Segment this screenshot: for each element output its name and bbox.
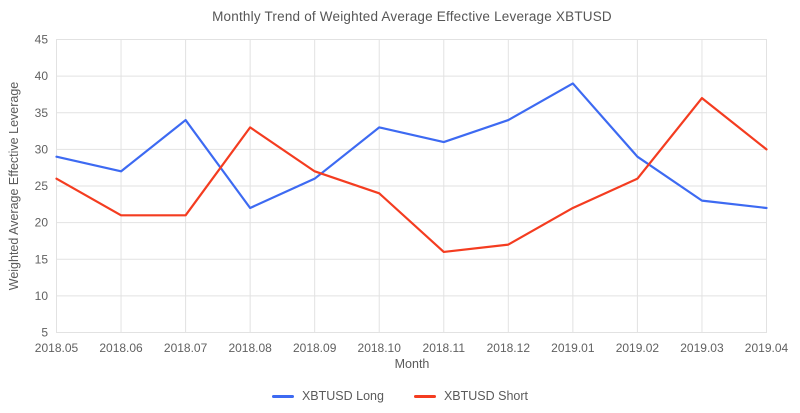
y-tick-label: 15: [35, 252, 49, 266]
x-tick-label: 2019.01: [551, 341, 595, 355]
legend-line-swatch-long: [271, 394, 294, 398]
y-tick-label: 35: [35, 106, 49, 120]
y-tick-label: 10: [35, 289, 49, 303]
y-tick-label: 30: [35, 142, 49, 156]
x-tick-label: 2019.03: [680, 341, 724, 355]
x-tick-label: 2019.04: [745, 341, 789, 355]
y-tick-label: 25: [35, 179, 49, 193]
x-tick-label: 2018.09: [293, 341, 337, 355]
x-tick-label: 2018.11: [423, 341, 466, 355]
y-tick-label: 20: [35, 216, 49, 230]
x-tick-label: 2018.08: [228, 341, 272, 355]
x-tick-label: 2018.05: [35, 341, 79, 355]
legend-item-xbtusd-long: XBTUSD Long: [271, 389, 384, 403]
chart-title: Monthly Trend of Weighted Average Effect…: [212, 9, 612, 24]
series-line-xbtusd-short: [55, 96, 768, 254]
x-tick-label: 2018.06: [99, 341, 143, 355]
y-tick-label: 5: [41, 326, 48, 340]
legend-item-xbtusd-short: XBTUSD Short: [413, 389, 529, 403]
x-tick-label: 2019.02: [616, 341, 660, 355]
series-line-xbtusd-long: [55, 82, 768, 210]
plot-border: [56, 39, 767, 333]
x-tick-label: 2018.07: [164, 341, 208, 355]
y-tick-label: 40: [35, 69, 49, 83]
legend: XBTUSD Long XBTUSD Short: [0, 388, 800, 404]
legend-line-swatch-short: [413, 394, 436, 398]
x-tick-label: 2018.12: [487, 341, 531, 355]
legend-label-short: XBTUSD Short: [443, 389, 529, 403]
x-tick-label: 2018.10: [358, 341, 402, 355]
y-tick-label: 45: [35, 33, 49, 47]
legend-label-long: XBTUSD Long: [301, 389, 384, 403]
x-axis-title: Month: [394, 357, 430, 371]
